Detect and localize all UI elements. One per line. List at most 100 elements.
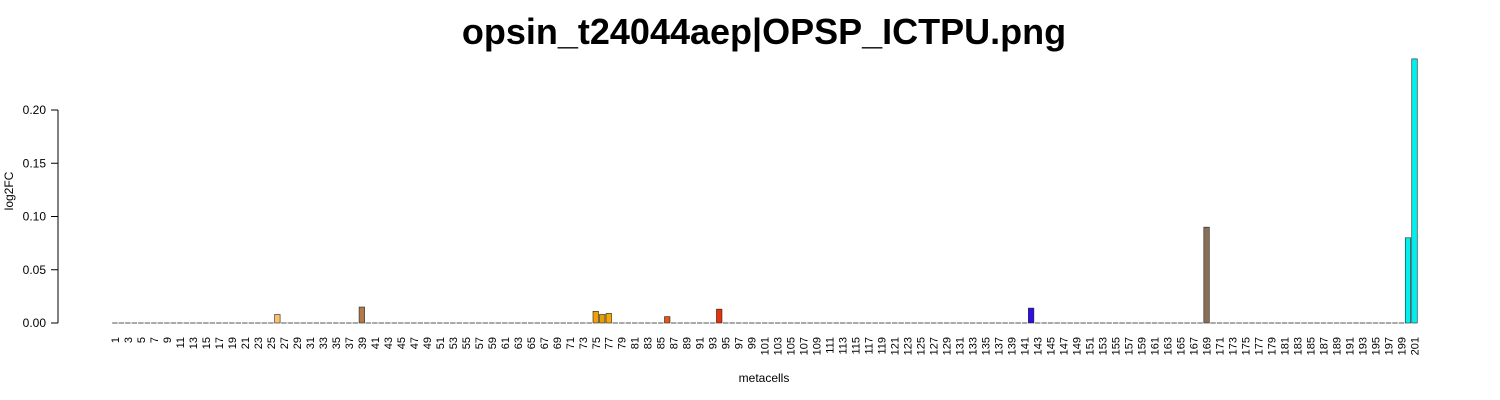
y-axis-label: log2FC	[2, 171, 16, 210]
x-tick-label: 31	[305, 337, 317, 349]
x-tick-label: 65	[526, 337, 538, 349]
x-tick-label: 163	[1163, 337, 1175, 355]
x-tick-label: 1	[110, 337, 122, 343]
x-tick-label: 71	[565, 337, 577, 349]
x-tick-label: 149	[1072, 337, 1084, 355]
x-tick-label: 133	[968, 337, 980, 355]
x-tick-label: 151	[1085, 337, 1097, 355]
x-tick-label: 5	[136, 337, 148, 343]
bar	[1404, 237, 1412, 324]
y-tick-label: 0.10	[23, 210, 47, 224]
bar	[592, 310, 599, 324]
x-tick-label: 51	[435, 337, 447, 349]
x-tick-label: 81	[630, 337, 642, 349]
x-tick-label: 55	[461, 337, 473, 349]
bar	[1411, 58, 1418, 324]
x-tick-label: 97	[734, 337, 746, 349]
x-tick-label: 3	[123, 337, 135, 343]
x-tick-label: 15	[201, 337, 213, 349]
x-tick-label: 105	[786, 337, 798, 355]
x-tick-label: 85	[656, 337, 668, 349]
x-tick-label: 27	[279, 337, 291, 349]
x-tick-label: 139	[1007, 337, 1019, 355]
x-tick-label: 21	[240, 337, 252, 349]
x-tick-label: 165	[1176, 337, 1188, 355]
x-tick-label: 25	[266, 337, 278, 349]
x-tick-label: 143	[1033, 337, 1045, 355]
x-tick-label: 17	[214, 337, 226, 349]
x-tick-label: 33	[318, 337, 330, 349]
x-tick-label: 125	[916, 337, 928, 355]
x-tick-label: 179	[1267, 337, 1279, 355]
y-tick-label: 0.15	[23, 156, 47, 170]
x-tick-label: 37	[344, 337, 356, 349]
x-tick-label: 11	[175, 337, 187, 348]
bar	[716, 308, 723, 324]
x-tick-label: 113	[838, 337, 850, 355]
x-tick-label: 59	[487, 337, 499, 349]
x-tick-label: 181	[1280, 337, 1292, 355]
x-tick-label: 119	[877, 337, 889, 355]
x-tick-label: 67	[539, 337, 551, 349]
x-tick-label: 185	[1306, 337, 1318, 355]
x-tick-label: 89	[682, 337, 694, 349]
x-tick-label: 41	[370, 337, 382, 349]
x-tick-label: 177	[1254, 337, 1266, 355]
bar	[1028, 307, 1035, 324]
x-tick-label: 83	[643, 337, 655, 349]
x-tick-label: 13	[188, 337, 200, 349]
x-tick-label: 183	[1293, 337, 1305, 355]
bars-group	[112, 58, 1418, 324]
x-tick-label: 61	[500, 337, 512, 349]
x-tick-label: 147	[1059, 337, 1071, 355]
x-tick-label: 157	[1124, 337, 1136, 355]
bar	[274, 314, 281, 324]
x-axis: 1 3 5 7 9 11 13 15 17 19 21 23 25 27 29 31 33 35 37 39 41 43 4…	[110, 337, 1422, 355]
x-tick-label: 49	[422, 337, 434, 349]
x-tick-label: 167	[1189, 337, 1201, 355]
bar	[1203, 226, 1210, 324]
x-tick-label: 93	[708, 337, 720, 349]
x-tick-label: 123	[903, 337, 915, 355]
x-tick-label: 189	[1332, 337, 1344, 355]
x-tick-label: 171	[1215, 337, 1227, 355]
x-tick-label: 69	[552, 337, 564, 349]
x-tick-label: 109	[812, 337, 824, 355]
x-tick-label: 117	[864, 337, 876, 355]
x-tick-label: 197	[1384, 337, 1396, 355]
x-tick-label: 169	[1202, 337, 1214, 355]
x-tick-label: 127	[929, 337, 941, 355]
x-tick-label: 63	[513, 337, 525, 349]
bar	[605, 313, 612, 324]
x-tick-label: 103	[773, 337, 785, 355]
x-tick-label: 77	[604, 337, 616, 349]
x-tick-label: 73	[578, 337, 590, 349]
x-axis-label: metacells	[739, 371, 790, 385]
x-tick-label: 129	[942, 337, 954, 355]
x-tick-label: 173	[1228, 337, 1240, 355]
x-tick-label: 193	[1358, 337, 1370, 355]
x-tick-label: 95	[721, 337, 733, 349]
x-tick-label: 137	[994, 337, 1006, 355]
x-tick-label: 191	[1345, 337, 1357, 355]
x-tick-label: 43	[383, 337, 395, 349]
x-tick-label: 91	[695, 337, 707, 349]
x-tick-label: 121	[890, 337, 902, 355]
x-tick-label: 111	[825, 337, 837, 354]
x-tick-label: 23	[253, 337, 265, 349]
x-tick-label: 39	[357, 337, 369, 349]
bar	[599, 314, 606, 324]
x-tick-label: 195	[1371, 337, 1383, 355]
y-tick-label: 0.00	[23, 316, 47, 330]
x-tick-label: 107	[799, 337, 811, 355]
x-tick-label: 19	[227, 337, 239, 349]
y-tick-label: 0.05	[23, 263, 47, 277]
x-tick-label: 199	[1397, 337, 1409, 355]
x-tick-label: 79	[617, 337, 629, 349]
x-tick-label: 29	[292, 337, 304, 349]
bar	[358, 306, 365, 324]
x-tick-label: 155	[1111, 337, 1123, 355]
x-tick-label: 87	[669, 337, 681, 349]
x-tick-label: 99	[747, 337, 759, 349]
